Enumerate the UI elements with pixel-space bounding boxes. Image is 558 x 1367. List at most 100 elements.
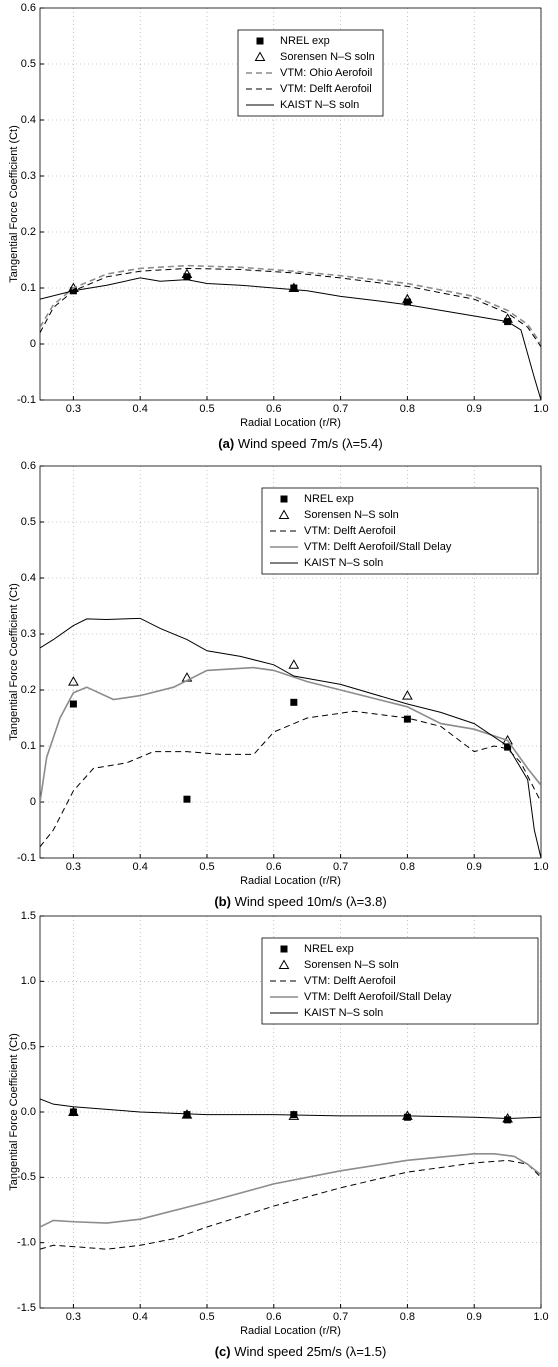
marker-triangle	[288, 282, 300, 292]
legend-label: KAIST N–S soln	[304, 1007, 383, 1019]
y-tick-label: -1.5	[17, 1302, 36, 1314]
y-tick-label: 0.6	[21, 460, 36, 472]
marker-square	[280, 495, 288, 503]
plot-area	[40, 617, 541, 858]
marker-triangle	[402, 293, 413, 304]
y-tick-label: 0.5	[21, 516, 36, 528]
x-tick-label: 0.4	[133, 861, 148, 873]
y-axis-label: Tangential Force Coefficient (Ct)	[8, 1033, 20, 1191]
legend-label: VTM: Delft Aerofoil/Stall Delay	[304, 541, 452, 553]
marker-triangle	[402, 1110, 413, 1120]
marker-square	[280, 945, 288, 953]
x-tick-label: 0.5	[199, 403, 214, 415]
line-series	[40, 264, 541, 345]
plot-frame	[39, 915, 542, 1309]
marker-triangle	[288, 659, 300, 669]
y-tick-label: -1.0	[17, 1237, 36, 1249]
marker-square	[403, 298, 411, 306]
marker-triangle	[254, 51, 266, 61]
plot-area	[40, 264, 541, 400]
x-tick-label: 0.6	[266, 403, 281, 415]
x-tick-label: 0.8	[400, 861, 415, 873]
y-tick-label: 0	[30, 796, 36, 808]
line-series	[40, 710, 541, 848]
legend-label: VTM: Delft Aerofoil	[304, 975, 396, 987]
marker-square	[183, 795, 191, 803]
y-tick-label: 0.5	[21, 58, 36, 70]
caption-text: Wind speed 25m/s (λ=1.5)	[234, 1344, 386, 1359]
y-tick-label: 0.5	[21, 1041, 36, 1053]
x-tick-label: 0.4	[133, 403, 148, 415]
legend: NREL exp Sorensen N–S soln VTM: Delft Aero…	[261, 487, 539, 575]
legend-label: VTM: Delft Aerofoil/Stall Delay	[304, 991, 452, 1003]
marker-triangle	[68, 1106, 79, 1116]
caption: (a) Wind speed 7m/s (λ=5.4)	[218, 436, 382, 451]
x-tick-label: 0.4	[133, 1311, 148, 1323]
caption-text: Wind speed 10m/s (λ=3.8)	[235, 894, 387, 909]
legend-label: NREL exp	[280, 35, 330, 47]
marker-square	[403, 1113, 411, 1121]
y-tick-label: 1.5	[21, 910, 36, 922]
caption-label: (c)	[215, 1344, 231, 1359]
line-series	[40, 1153, 541, 1228]
x-tick-label: 0.7	[333, 403, 348, 415]
x-tick-label: 0.8	[400, 1311, 415, 1323]
marker-square	[403, 715, 411, 723]
marker-triangle	[278, 509, 290, 519]
x-axis-label: Radial Location (r/R)	[240, 875, 341, 887]
x-tick-label: 0.6	[266, 861, 281, 873]
x-tick-label: 0.3	[66, 861, 81, 873]
line-series	[40, 1098, 541, 1120]
y-tick-label: 1.0	[21, 975, 36, 987]
y-tick-label: 0.0	[21, 1106, 36, 1118]
y-tick-label: 0.1	[21, 740, 36, 752]
legend: NREL exp Sorensen N–S soln VTM: Ohio Aerof…	[237, 29, 384, 117]
x-axis-label: Radial Location (r/R)	[240, 1325, 341, 1337]
y-tick-label: 0.2	[21, 684, 36, 696]
marker-square	[256, 37, 264, 45]
legend-label: VTM: Delft Aerofoil	[304, 525, 396, 537]
marker-square	[290, 698, 298, 706]
y-tick-label: 0.2	[21, 226, 36, 238]
legend: NREL exp Sorensen N–S soln VTM: Delft Aero…	[261, 937, 539, 1025]
y-axis-label: Tangential Force Coefficient (Ct)	[8, 583, 20, 741]
line-series	[40, 666, 541, 803]
marker-square	[504, 1116, 512, 1124]
marker-triangle	[278, 959, 290, 969]
caption: (c) Wind speed 25m/s (λ=1.5)	[215, 1344, 387, 1359]
y-tick-label: 0.1	[21, 282, 36, 294]
caption-label: (b)	[214, 894, 231, 909]
x-tick-label: 0.3	[66, 1311, 81, 1323]
line-series	[40, 267, 541, 348]
x-tick-label: 0.7	[333, 1311, 348, 1323]
subplot: -1.5 -1.0 -0.5 0.0 0.5 1.0 1.5 0.3 0.4 0.5 0.6 0.7 0…	[8, 910, 549, 1360]
x-tick-label: 0.8	[400, 403, 415, 415]
plot-area	[40, 1098, 541, 1250]
legend-label: VTM: Ohio Aerofoil	[280, 67, 372, 79]
y-axis-label: Tangential Force Coefficient (Ct)	[8, 125, 20, 283]
marker-square	[69, 700, 77, 708]
x-tick-label: 0.9	[467, 861, 482, 873]
y-tick-label: 0	[30, 338, 36, 350]
marker-square	[183, 273, 191, 281]
x-tick-label: 0.9	[467, 1311, 482, 1323]
y-tick-label: 0.4	[21, 572, 36, 584]
plot-frame	[39, 7, 542, 401]
caption-label: (a)	[218, 436, 234, 451]
legend-label: VTM: Delft Aerofoil	[280, 83, 372, 95]
y-tick-label: -0.1	[17, 394, 36, 406]
y-tick-label: -0.1	[17, 852, 36, 864]
line-series	[40, 277, 541, 400]
subplot: -0.1 0 0.1 0.2 0.3 0.4 0.5 0.6 0.3 0.4 0.5 0.6 0.7 0.…	[8, 460, 549, 910]
legend-label: Sorensen N–S soln	[304, 959, 399, 971]
x-tick-label: 0.9	[467, 403, 482, 415]
y-tick-label: 0.4	[21, 114, 36, 126]
x-axis-label: Radial Location (r/R)	[240, 417, 341, 429]
marker-square	[290, 284, 298, 292]
plot-frame	[39, 465, 542, 859]
legend-box	[261, 487, 539, 575]
caption: (b) Wind speed 10m/s (λ=3.8)	[214, 894, 386, 909]
legend-label: NREL exp	[304, 493, 354, 505]
